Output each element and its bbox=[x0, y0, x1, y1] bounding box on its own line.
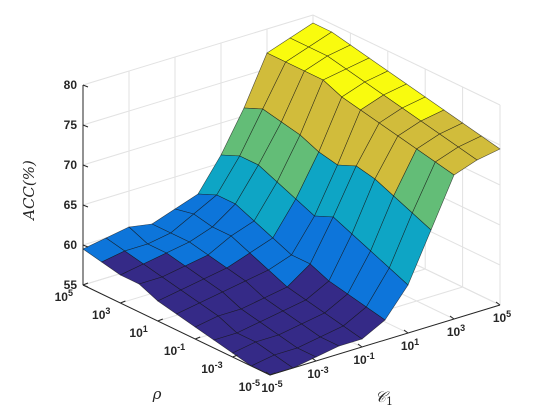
grid-line bbox=[312, 14, 501, 106]
x-axis-label: 𝒞1 bbox=[375, 388, 393, 408]
z-tick-mark bbox=[82, 164, 89, 168]
y-tick-label: 10-1 bbox=[164, 342, 185, 358]
y-tick-mark bbox=[232, 354, 238, 358]
z-tick-label: 65 bbox=[64, 198, 78, 212]
y-axis-label: ρ bbox=[152, 385, 162, 403]
x-tick-label: 10-1 bbox=[353, 351, 374, 367]
y-tick-label: 10-5 bbox=[239, 378, 260, 394]
x-tick-mark bbox=[265, 371, 271, 376]
axes bbox=[82, 84, 501, 376]
z-axis-label: ACC(%) bbox=[20, 160, 38, 222]
x-tick-label: 101 bbox=[401, 337, 419, 353]
x-tick-label: 10-5 bbox=[261, 379, 282, 395]
z-tick-label: 60 bbox=[64, 238, 78, 252]
z-tick-mark bbox=[82, 244, 89, 248]
y-tick-mark bbox=[195, 336, 201, 340]
tick-labels: 55 60 65 70 75 80 10-5 10-3 10-1 101 103 105 10-5 10-… bbox=[55, 78, 512, 395]
x-axis-label-subscript: 1 bbox=[386, 395, 393, 408]
x-tick-mark bbox=[357, 343, 363, 348]
y-tick-label: 103 bbox=[92, 306, 110, 322]
z-tick-label: 70 bbox=[64, 158, 78, 172]
y-tick-mark bbox=[157, 318, 163, 322]
x-tick-mark bbox=[311, 357, 317, 362]
z-tick-mark bbox=[82, 124, 89, 128]
x-tick-mark bbox=[403, 329, 409, 334]
grid-line bbox=[82, 14, 314, 86]
y-tick-mark bbox=[82, 282, 89, 286]
z-tick-label: 80 bbox=[64, 78, 78, 92]
y-tick-label: 101 bbox=[129, 324, 147, 340]
y-tick-label: 105 bbox=[55, 288, 73, 304]
z-tick-label: 75 bbox=[64, 118, 78, 132]
z-tick-mark bbox=[82, 84, 89, 88]
x-tick-label: 103 bbox=[447, 323, 465, 339]
y-tick-mark bbox=[120, 300, 126, 304]
z-tick-mark bbox=[82, 204, 89, 208]
surface bbox=[82, 22, 501, 376]
y-axis-line bbox=[82, 284, 271, 376]
z-tick-label: 55 bbox=[64, 278, 78, 292]
x-tick-mark bbox=[449, 315, 455, 320]
y-tick-label: 10-3 bbox=[201, 360, 222, 376]
x-tick-mark bbox=[495, 301, 501, 306]
z-tick-mark bbox=[82, 284, 89, 288]
x-axis-line bbox=[269, 304, 501, 376]
x-tick-label: 105 bbox=[493, 309, 511, 325]
x-tick-label: 10-3 bbox=[307, 365, 328, 381]
y-tick-mark bbox=[269, 372, 276, 376]
